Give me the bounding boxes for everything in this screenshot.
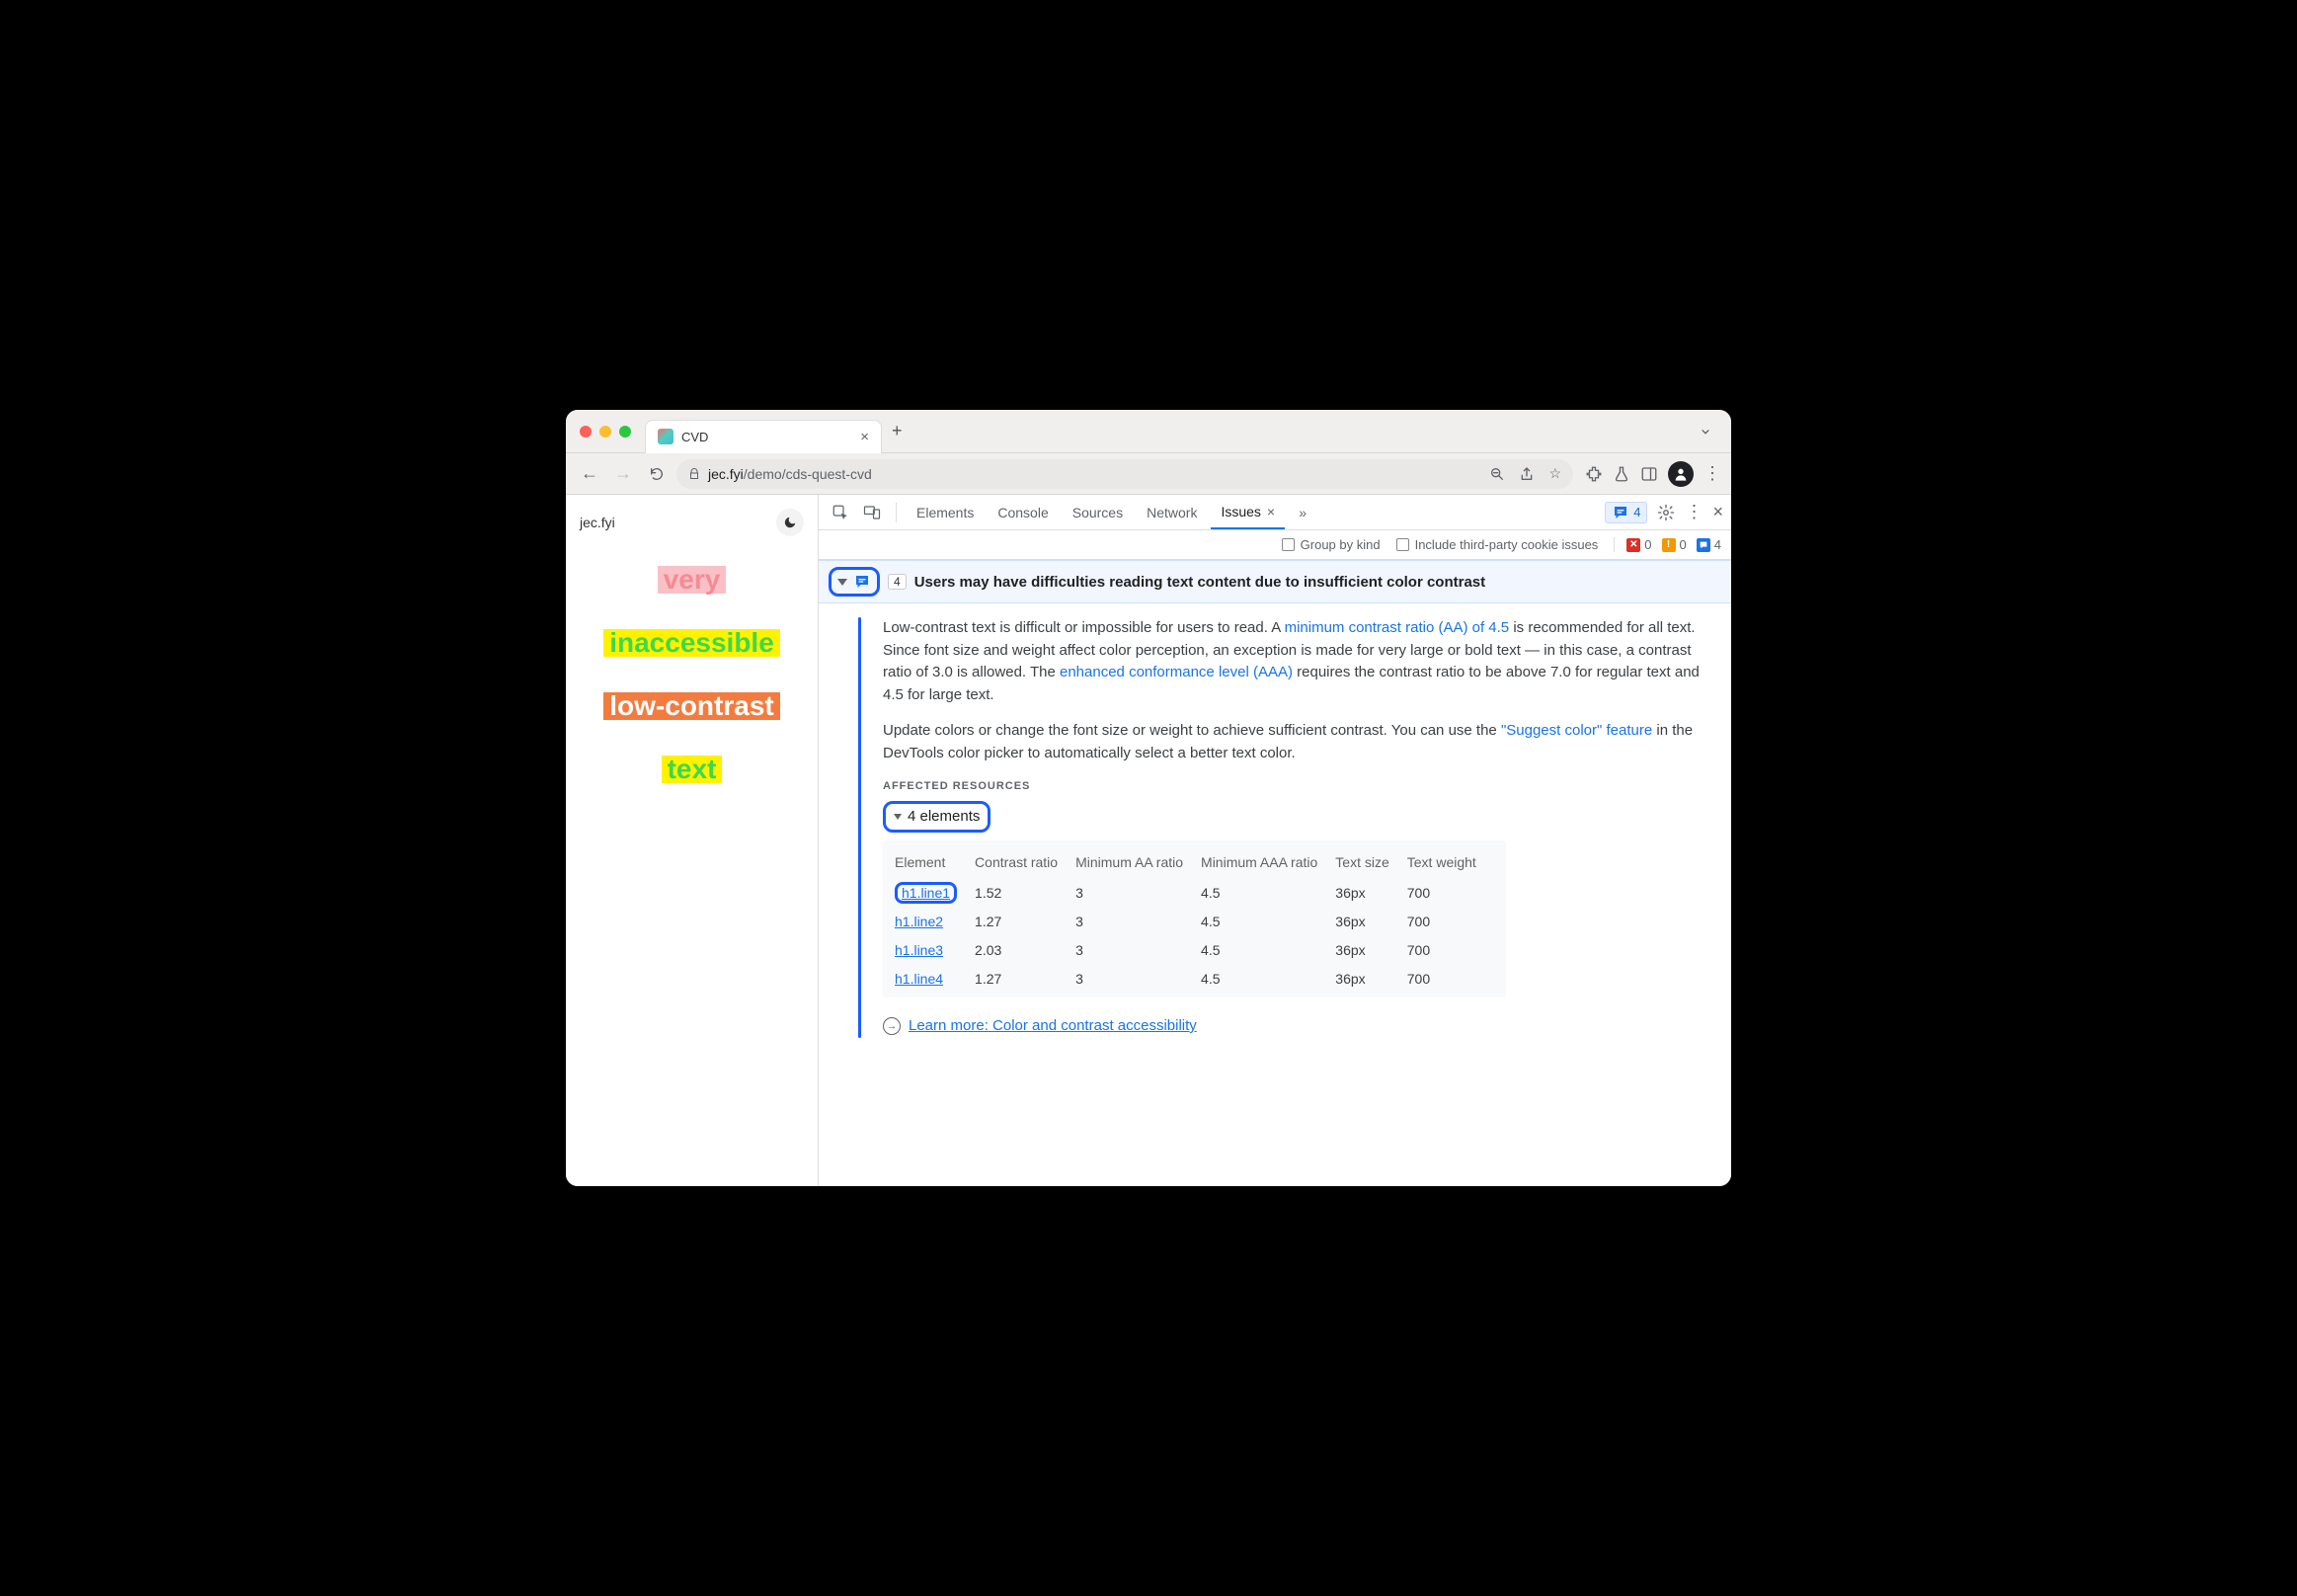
element-link[interactable]: h1.line3 bbox=[895, 942, 943, 958]
disclosure-triangle-icon[interactable] bbox=[837, 579, 847, 586]
element-link[interactable]: h1.line1 bbox=[895, 882, 957, 904]
favicon bbox=[658, 429, 673, 444]
inspect-element-icon[interactable] bbox=[827, 499, 854, 526]
close-tab-icon[interactable]: × bbox=[1267, 504, 1275, 519]
devtools-panel: Elements Console Sources Network Issues … bbox=[819, 495, 1731, 1186]
page-preview: jec.fyi very inaccessible low-contrast t… bbox=[566, 495, 819, 1186]
tab-close-icon[interactable]: × bbox=[860, 429, 869, 445]
device-toolbar-icon[interactable] bbox=[858, 499, 886, 526]
table-row: h1.line32.0334.536px700 bbox=[895, 936, 1494, 965]
dark-mode-toggle[interactable] bbox=[776, 509, 804, 536]
link-suggest-color[interactable]: "Suggest color" feature bbox=[1501, 722, 1652, 739]
element-link[interactable]: h1.line2 bbox=[895, 914, 943, 929]
toolbar-icons: ⋮ bbox=[1579, 461, 1721, 487]
element-link[interactable]: h1.line4 bbox=[895, 971, 943, 987]
close-window-button[interactable] bbox=[580, 426, 592, 438]
issue-header[interactable]: 4 Users may have difficulties reading te… bbox=[819, 560, 1731, 603]
omnibox-actions: ☆ bbox=[1489, 465, 1561, 482]
tab-title: CVD bbox=[681, 430, 708, 444]
table-row: h1.line41.2734.536px700 bbox=[895, 965, 1494, 994]
chrome-menu-icon[interactable]: ⋮ bbox=[1703, 463, 1721, 484]
address-bar: ← → jec.fyi/demo/cds-quest-cvd ☆ ⋮ bbox=[566, 453, 1731, 495]
back-button[interactable]: ← bbox=[576, 460, 603, 488]
browser-tab[interactable]: CVD × bbox=[645, 420, 882, 453]
reload-button[interactable] bbox=[643, 460, 671, 488]
extensions-icon[interactable] bbox=[1585, 465, 1603, 483]
content-split: jec.fyi very inaccessible low-contrast t… bbox=[566, 495, 1731, 1186]
issue-thread-line bbox=[858, 617, 861, 1038]
info-counter[interactable]: 4 bbox=[1697, 537, 1721, 552]
issue-counters: ✕0 !0 4 bbox=[1614, 537, 1721, 552]
disclosure-triangle-icon bbox=[894, 814, 902, 820]
tab-sources[interactable]: Sources bbox=[1063, 495, 1133, 529]
issue-count-badge: 4 bbox=[888, 574, 907, 590]
issue-title: Users may have difficulties reading text… bbox=[914, 574, 1485, 591]
traffic-lights bbox=[580, 426, 631, 438]
demo-line-3: low-contrast bbox=[603, 692, 779, 720]
share-icon[interactable] bbox=[1519, 466, 1535, 482]
labs-icon[interactable] bbox=[1613, 465, 1630, 483]
learn-more-link[interactable]: Learn more: Color and contrast accessibi… bbox=[909, 1015, 1197, 1038]
affected-resources-label: AFFECTED RESOURCES bbox=[883, 778, 1703, 795]
omnibox[interactable]: jec.fyi/demo/cds-quest-cvd ☆ bbox=[676, 459, 1573, 489]
tab-elements[interactable]: Elements bbox=[907, 495, 984, 529]
arrow-right-circle-icon: → bbox=[883, 1017, 901, 1035]
forward-button[interactable]: → bbox=[609, 460, 637, 488]
tab-network[interactable]: Network bbox=[1137, 495, 1207, 529]
third-party-checkbox[interactable]: Include third-party cookie issues bbox=[1396, 537, 1599, 552]
group-by-kind-checkbox[interactable]: Group by kind bbox=[1282, 537, 1381, 552]
url-text: jec.fyi/demo/cds-quest-cvd bbox=[708, 466, 872, 482]
elements-toggle[interactable]: 4 elements bbox=[883, 801, 990, 834]
affected-resources-table: Element Contrast ratio Minimum AA ratio … bbox=[883, 840, 1506, 998]
minimize-window-button[interactable] bbox=[599, 426, 611, 438]
issue-description-1: Low-contrast text is difficult or imposs… bbox=[883, 617, 1703, 706]
tab-console[interactable]: Console bbox=[988, 495, 1058, 529]
sidepanel-icon[interactable] bbox=[1640, 465, 1658, 483]
learn-more-row: → Learn more: Color and contrast accessi… bbox=[883, 1015, 1703, 1038]
browser-window: CVD × + ← → jec.fyi/demo/cds-quest-cvd ☆ bbox=[566, 410, 1731, 1186]
lock-icon bbox=[688, 467, 700, 481]
settings-icon[interactable] bbox=[1657, 504, 1675, 521]
devtools-menu-icon[interactable]: ⋮ bbox=[1685, 502, 1703, 522]
table-row: h1.line11.5234.536px700 bbox=[895, 879, 1494, 908]
more-tabs-icon[interactable]: » bbox=[1289, 499, 1316, 526]
devtools-tabstrip: Elements Console Sources Network Issues … bbox=[819, 495, 1731, 530]
link-min-contrast[interactable]: minimum contrast ratio (AA) of 4.5 bbox=[1285, 619, 1510, 636]
maximize-window-button[interactable] bbox=[619, 426, 631, 438]
demo-line-4: text bbox=[662, 756, 723, 783]
table-row: h1.line21.2734.536px700 bbox=[895, 908, 1494, 936]
errors-counter[interactable]: ✕0 bbox=[1626, 537, 1651, 552]
titlebar: CVD × + bbox=[566, 410, 1731, 453]
profile-avatar[interactable] bbox=[1668, 461, 1694, 487]
devtools-close-icon[interactable]: × bbox=[1712, 502, 1723, 522]
tab-issues[interactable]: Issues × bbox=[1211, 495, 1285, 529]
issue-icon-highlight bbox=[829, 567, 880, 597]
demo-line-2: inaccessible bbox=[603, 629, 780, 657]
bookmark-icon[interactable]: ☆ bbox=[1548, 465, 1561, 482]
zoom-icon[interactable] bbox=[1489, 466, 1505, 482]
new-tab-button[interactable]: + bbox=[892, 421, 903, 441]
issue-body: Low-contrast text is difficult or imposs… bbox=[819, 603, 1731, 1060]
page-brand: jec.fyi bbox=[580, 515, 615, 530]
warnings-counter[interactable]: !0 bbox=[1662, 537, 1687, 552]
issue-description-2: Update colors or change the font size or… bbox=[883, 720, 1703, 764]
demo-line-1: very bbox=[658, 566, 727, 594]
issues-chip[interactable]: 4 bbox=[1605, 502, 1647, 523]
issues-filter-bar: Group by kind Include third-party cookie… bbox=[819, 530, 1731, 560]
table-header-row: Element Contrast ratio Minimum AA ratio … bbox=[895, 848, 1494, 879]
tabs-menu-button[interactable] bbox=[1694, 420, 1717, 443]
link-aaa-level[interactable]: enhanced conformance level (AAA) bbox=[1060, 664, 1293, 680]
